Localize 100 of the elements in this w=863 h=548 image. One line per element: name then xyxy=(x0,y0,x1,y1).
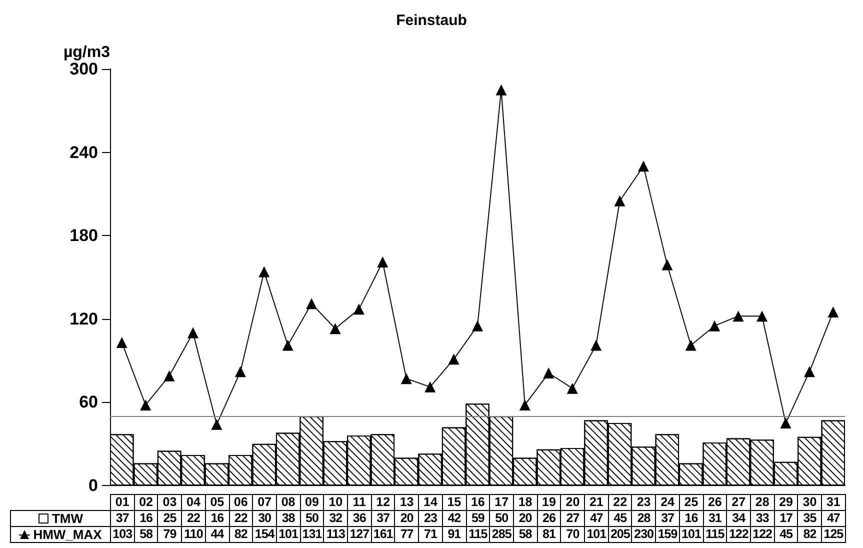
data-label: 161 xyxy=(371,526,395,542)
x-tick-label: 07 xyxy=(252,494,276,510)
data-label: 91 xyxy=(442,526,466,542)
data-label: 50 xyxy=(300,510,324,526)
chart-title: Feinstaub xyxy=(396,12,467,29)
data-label: 16 xyxy=(679,510,704,526)
data-label: 33 xyxy=(750,510,774,526)
data-label: 82 xyxy=(229,526,253,542)
data-label: 37 xyxy=(656,510,680,526)
data-label: 127 xyxy=(348,526,372,542)
x-tick-label: 13 xyxy=(394,494,419,510)
data-label: 37 xyxy=(110,510,134,526)
data-label: 20 xyxy=(513,510,538,526)
x-tick-label: 27 xyxy=(726,494,750,510)
data-label: 125 xyxy=(822,526,846,542)
x-tick-label: 23 xyxy=(632,494,656,510)
data-label: 22 xyxy=(182,510,206,526)
data-label: 285 xyxy=(490,526,514,542)
x-tick-label: 11 xyxy=(348,494,372,510)
data-label: 103 xyxy=(110,526,134,542)
data-label: 101 xyxy=(679,526,704,542)
data-label: 36 xyxy=(348,510,372,526)
x-tick-label: 26 xyxy=(703,494,727,510)
data-label: 230 xyxy=(632,526,656,542)
x-tick-label: 19 xyxy=(537,494,561,510)
x-tick-label: 24 xyxy=(656,494,680,510)
data-label: 81 xyxy=(537,526,561,542)
data-label: 50 xyxy=(490,510,514,526)
x-tick-label: 14 xyxy=(418,494,442,510)
data-label: 30 xyxy=(252,510,276,526)
data-label: 35 xyxy=(798,510,822,526)
y-tick-label: 120 xyxy=(70,309,98,328)
x-tick-label: 21 xyxy=(584,494,608,510)
x-tick-label: 31 xyxy=(822,494,846,510)
data-label: 101 xyxy=(584,526,608,542)
data-label: 26 xyxy=(537,510,561,526)
data-label: 71 xyxy=(418,526,442,542)
legend-label: HMW_MAX xyxy=(10,526,110,542)
data-label: 82 xyxy=(798,526,822,542)
data-label: 115 xyxy=(466,526,490,542)
data-label: 115 xyxy=(703,526,727,542)
data-label: 16 xyxy=(134,510,158,526)
data-label: 31 xyxy=(703,510,727,526)
x-tick-label: 17 xyxy=(490,494,514,510)
x-tick-label: 28 xyxy=(750,494,774,510)
data-label: 25 xyxy=(158,510,182,526)
data-label: 77 xyxy=(394,526,419,542)
data-label: 70 xyxy=(560,526,585,542)
data-label: 122 xyxy=(726,526,750,542)
data-label: 101 xyxy=(276,526,300,542)
x-tick-label: 16 xyxy=(466,494,490,510)
x-tick-label: 20 xyxy=(560,494,585,510)
data-label: 44 xyxy=(205,526,230,542)
data-label: 47 xyxy=(584,510,608,526)
data-label: 22 xyxy=(229,510,253,526)
x-tick-label: 09 xyxy=(300,494,324,510)
x-tick-label: 10 xyxy=(324,494,348,510)
data-label: 122 xyxy=(750,526,774,542)
data-label: 159 xyxy=(656,526,680,542)
x-tick-label: 25 xyxy=(679,494,704,510)
data-label: 42 xyxy=(442,510,466,526)
x-tick-label: 15 xyxy=(442,494,466,510)
legend-label: TMW xyxy=(10,510,110,526)
data-label: 79 xyxy=(158,526,182,542)
data-label: 154 xyxy=(252,526,276,542)
data-label: 28 xyxy=(632,510,656,526)
y-tick-label: 300 xyxy=(70,60,98,78)
data-label: 58 xyxy=(513,526,538,542)
data-label: 37 xyxy=(371,510,395,526)
x-tick-label: 01 xyxy=(110,494,134,510)
data-label: 23 xyxy=(418,510,442,526)
data-label: 20 xyxy=(394,510,419,526)
data-label: 47 xyxy=(822,510,846,526)
data-label: 16 xyxy=(205,510,230,526)
x-tick-label: 18 xyxy=(513,494,538,510)
data-label: 27 xyxy=(560,510,585,526)
x-tick-label: 22 xyxy=(608,494,632,510)
data-label: 58 xyxy=(134,526,158,542)
y-tick-label: 240 xyxy=(70,142,98,162)
data-label: 45 xyxy=(774,526,798,542)
data-label: 32 xyxy=(324,510,348,526)
y-tick-label: 180 xyxy=(70,226,98,246)
y-tick-label: 60 xyxy=(79,392,98,412)
data-label: 17 xyxy=(774,510,798,526)
x-tick-label: 04 xyxy=(182,494,206,510)
x-tick-label: 12 xyxy=(371,494,395,510)
data-label: 113 xyxy=(324,526,348,542)
data-label: 205 xyxy=(608,526,632,542)
x-tick-label: 02 xyxy=(134,494,158,510)
x-tick-label: 29 xyxy=(774,494,798,510)
x-tick-label: 08 xyxy=(276,494,300,510)
x-tick-label: 05 xyxy=(205,494,230,510)
y-axis-title: µg/m3 xyxy=(63,44,110,62)
x-tick-label: 03 xyxy=(158,494,182,510)
x-tick-label: 30 xyxy=(798,494,822,510)
data-label: 59 xyxy=(466,510,490,526)
y-tick-label: 0 xyxy=(88,476,98,495)
data-label: 38 xyxy=(276,510,300,526)
x-tick-label: 06 xyxy=(229,494,253,510)
data-label: 45 xyxy=(608,510,632,526)
